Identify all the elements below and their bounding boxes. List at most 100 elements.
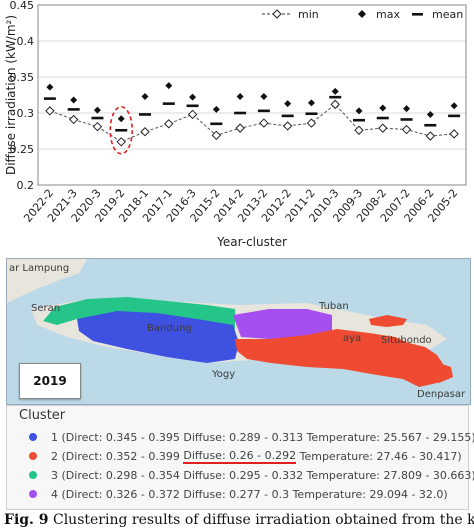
mean-marker [67, 108, 80, 111]
cluster-3-swatch [29, 471, 37, 479]
min-point [116, 137, 126, 147]
max-point [46, 83, 54, 91]
legend-item-cluster-1: 1 (Direct: 0.345 - 0.395 Diffuse: 0.289 … [29, 428, 474, 446]
legend-item-cluster-2: 2 (Direct: 0.352 - 0.399 Diffuse: 0.26 -… [29, 447, 462, 465]
cluster-2-madura [369, 315, 407, 327]
place-surabaya: aya [343, 333, 362, 344]
min-point [378, 123, 388, 133]
mean-marker [376, 116, 389, 120]
legend-min-marker [272, 9, 282, 19]
y-tick-label: 0.25 [10, 143, 35, 156]
y-tick-label: 0.2 [17, 179, 35, 192]
map-graphic [7, 259, 470, 404]
max-point [379, 104, 387, 112]
y-tick-label: 0.3 [17, 107, 35, 120]
min-point [259, 118, 269, 128]
cluster-1-swatch [29, 433, 37, 441]
mean-marker [139, 113, 151, 116]
min-point [425, 131, 436, 141]
diffuse-irradiation-chart: 0.2 0.25 0.3 0.35 0.4 0.45 2022-22021-32020-3… [4, 0, 467, 249]
mean-marker [43, 97, 56, 100]
max-point [236, 92, 244, 100]
cluster-2-bali [415, 361, 453, 383]
chart-grid [38, 4, 466, 186]
min-point [68, 114, 79, 125]
cluster-1-label: 1 (Direct: 0.345 - 0.395 Diffuse: 0.289 … [51, 430, 474, 444]
max-point [70, 96, 78, 104]
min-point [164, 119, 174, 129]
y-axis-label: Diffuse irradiation (kW/m²) [4, 15, 18, 175]
max-point [260, 92, 268, 100]
legend-title: Cluster [19, 408, 66, 423]
min-point [140, 127, 150, 137]
max-point [141, 92, 149, 100]
cluster-legend: Cluster 1 (Direct: 0.345 - 0.395 Diffuse… [6, 405, 474, 510]
max-point [355, 107, 363, 115]
mean-marker [353, 118, 365, 122]
cluster-2-label-diffuse: Diffuse: 0.26 - 0.292 [183, 448, 297, 464]
mean-marker [400, 118, 413, 121]
legend-min-label: min [298, 8, 319, 21]
mean-marker [305, 112, 318, 116]
mean-marker [115, 128, 128, 132]
x-axis-label: Year-cluster [216, 235, 287, 249]
place-denpasar: Denpasar [417, 389, 466, 400]
max-point [403, 105, 411, 113]
highlight-ellipse [109, 105, 134, 155]
min-point [449, 129, 459, 139]
caption-text: Clustering results of diffuse irradiatio… [48, 512, 474, 528]
min-point [92, 121, 103, 132]
place-lampung: ar Lampung [9, 263, 70, 274]
max-point [331, 87, 339, 95]
series-mean [43, 95, 461, 132]
mean-marker [281, 114, 294, 118]
plot-area-frame [37, 4, 467, 186]
place-situbondo: Situbondo [381, 335, 432, 346]
place-yogyakarta: Yogy [212, 369, 236, 380]
max-point [450, 102, 458, 110]
mean-marker [234, 111, 247, 115]
sumatra-land [7, 259, 87, 303]
mean-marker [91, 116, 104, 120]
series-max [46, 82, 458, 123]
cluster-1-central [77, 311, 239, 363]
max-point [165, 82, 173, 90]
max-point [212, 105, 220, 113]
max-point [93, 106, 101, 114]
legend-mean-label: mean [432, 8, 463, 21]
series-min [45, 99, 459, 147]
legend-item-cluster-4: 4 (Direct: 0.326 - 0.372 Diffuse: 0.277 … [29, 485, 448, 503]
mean-marker [424, 123, 437, 127]
place-tuban: Tuban [319, 301, 349, 312]
y-axis-ticks: 0.2 0.25 0.3 0.35 0.4 0.45 [10, 0, 35, 192]
min-point [282, 121, 293, 131]
cluster-3-label: 3 (Direct: 0.298 - 0.354 Diffuse: 0.295 … [51, 468, 474, 482]
chart-legend: min max mean [262, 8, 463, 21]
x-axis-ticks: 2022-22021-32020-32019-22018-12017-12016… [21, 187, 460, 225]
mean-marker [257, 109, 270, 113]
cluster-4-swatch [29, 490, 37, 498]
cluster-4-label: 4 (Direct: 0.326 - 0.372 Diffuse: 0.277 … [51, 487, 448, 501]
mean-marker [210, 122, 223, 126]
min-point [45, 106, 55, 116]
max-point [189, 93, 197, 101]
legend-item-cluster-3: 3 (Direct: 0.298 - 0.354 Diffuse: 0.295 … [29, 466, 474, 484]
highlight-2019-2 [109, 105, 134, 155]
figure-number: Fig. 9 [4, 512, 49, 528]
cluster-2-swatch [29, 452, 37, 460]
mean-marker [448, 114, 461, 118]
mean-marker [162, 102, 175, 105]
cluster-2-label-post: Temperature: 27.46 - 30.417) [296, 449, 462, 463]
place-bandung: Bandung [147, 323, 192, 334]
min-point [306, 118, 317, 128]
y-tick-label: 0.35 [10, 71, 35, 84]
mean-marker [329, 95, 342, 99]
max-point [307, 99, 315, 107]
map-year-badge: 2019 [19, 363, 81, 399]
min-point [330, 99, 340, 110]
place-serang: Seran [31, 303, 61, 314]
max-point [284, 100, 292, 108]
min-point [235, 123, 245, 133]
min-point [211, 130, 222, 141]
cluster-2-east [235, 329, 445, 387]
